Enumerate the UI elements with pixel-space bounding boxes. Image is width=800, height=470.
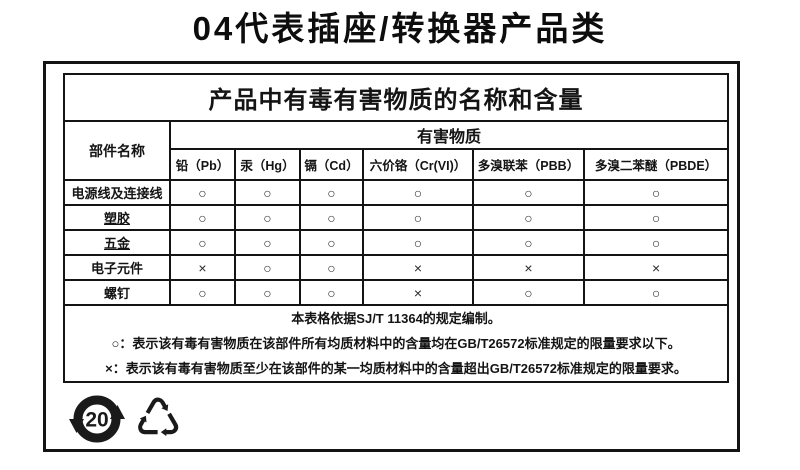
substance-header-hg: 汞（Hg） xyxy=(234,148,301,181)
value-cell: ○ xyxy=(169,229,236,256)
page-title: 04代表插座/转换器产品类 xyxy=(192,10,608,47)
note-basis: 本表格依据SJ/T 11364的规定编制。 xyxy=(291,311,501,326)
value-cell: ○ xyxy=(169,204,236,231)
component-name-cell: 电子元件 xyxy=(63,254,171,281)
value-cell: ○ xyxy=(582,179,730,206)
component-name-cell: 塑胶 xyxy=(63,204,171,231)
value-cell: ○ xyxy=(299,204,364,231)
value-cell: ○ xyxy=(169,279,236,306)
table-title: 产品中有毒有害物质的名称和含量 xyxy=(62,73,730,122)
efup-20-icon: 20 xyxy=(68,390,126,448)
table-row: 五金 ○ ○ ○ ○ ○ ○ xyxy=(63,229,730,256)
value-cell: ○ xyxy=(582,279,730,306)
value-cell: ○ xyxy=(169,179,236,206)
value-cell: ○ xyxy=(472,229,585,256)
component-name-cell: 电源线及连接线 xyxy=(63,179,171,206)
value-cell: ○ xyxy=(299,229,364,256)
value-cell: × xyxy=(472,254,585,281)
value-cell: ○ xyxy=(234,204,301,231)
value-cell: ○ xyxy=(234,229,301,256)
compliance-icons: 20 ♺ xyxy=(68,390,182,448)
value-cell: ○ xyxy=(472,279,585,306)
substance-header-pb: 铅（Pb） xyxy=(169,148,236,181)
value-cell: ○ xyxy=(582,204,730,231)
table-row: 电源线及连接线 ○ ○ ○ ○ ○ ○ xyxy=(63,179,730,206)
hazardous-substances-table: 产品中有毒有害物质的名称和含量 部件名称 有害物质 铅（Pb） 汞（Hg） 镉（… xyxy=(62,73,730,383)
substance-header-crvi: 六价铬（Cr(VI)） xyxy=(362,148,474,181)
value-cell: ○ xyxy=(472,179,585,206)
value-cell: ○ xyxy=(362,229,474,256)
component-name-header: 部件名称 xyxy=(63,120,171,181)
component-name-cell: 螺钉 xyxy=(63,279,171,306)
value-cell: ○ xyxy=(299,254,364,281)
note-cross-meaning: ×：表示该有毒有害物质至少在该部件的某一均质材料中的含量超出GB/T26572标… xyxy=(105,361,687,376)
value-cell: ○ xyxy=(582,229,730,256)
label-outer-frame: 产品中有毒有害物质的名称和含量 部件名称 有害物质 铅（Pb） 汞（Hg） 镉（… xyxy=(43,61,740,452)
value-cell: ○ xyxy=(362,179,474,206)
value-cell: × xyxy=(582,254,730,281)
efup-years-text: 20 xyxy=(85,409,108,432)
value-cell: ○ xyxy=(234,279,301,306)
table-row: 塑胶 ○ ○ ○ ○ ○ ○ xyxy=(63,204,730,231)
value-cell: ○ xyxy=(472,204,585,231)
value-cell: × xyxy=(362,279,474,306)
substances-group-header: 有害物质 xyxy=(168,120,730,150)
table-notes: 本表格依据SJ/T 11364的规定编制。 ○：表示该有毒有害物质在该部件所有均… xyxy=(62,304,730,383)
component-name-cell: 五金 xyxy=(63,229,171,256)
table-row: 电子元件 × ○ ○ × × × xyxy=(63,254,730,281)
value-cell: ○ xyxy=(362,204,474,231)
value-cell: ○ xyxy=(234,254,301,281)
recycle-icon: ♺ xyxy=(134,387,183,450)
note-circle-meaning: ○：表示该有毒有害物质在该部件所有均质材料中的含量均在GB/T26572标准规定… xyxy=(111,336,681,351)
substance-header-cd: 镉（Cd） xyxy=(299,148,364,181)
value-cell: × xyxy=(362,254,474,281)
substance-header-pbde: 多溴二苯醚（PBDE） xyxy=(582,148,730,181)
value-cell: ○ xyxy=(299,179,364,206)
substance-header-pbb: 多溴联苯（PBB） xyxy=(472,148,585,181)
value-cell: × xyxy=(169,254,236,281)
value-cell: ○ xyxy=(299,279,364,306)
table-row: 螺钉 ○ ○ ○ × ○ ○ xyxy=(63,279,730,306)
value-cell: ○ xyxy=(234,179,301,206)
